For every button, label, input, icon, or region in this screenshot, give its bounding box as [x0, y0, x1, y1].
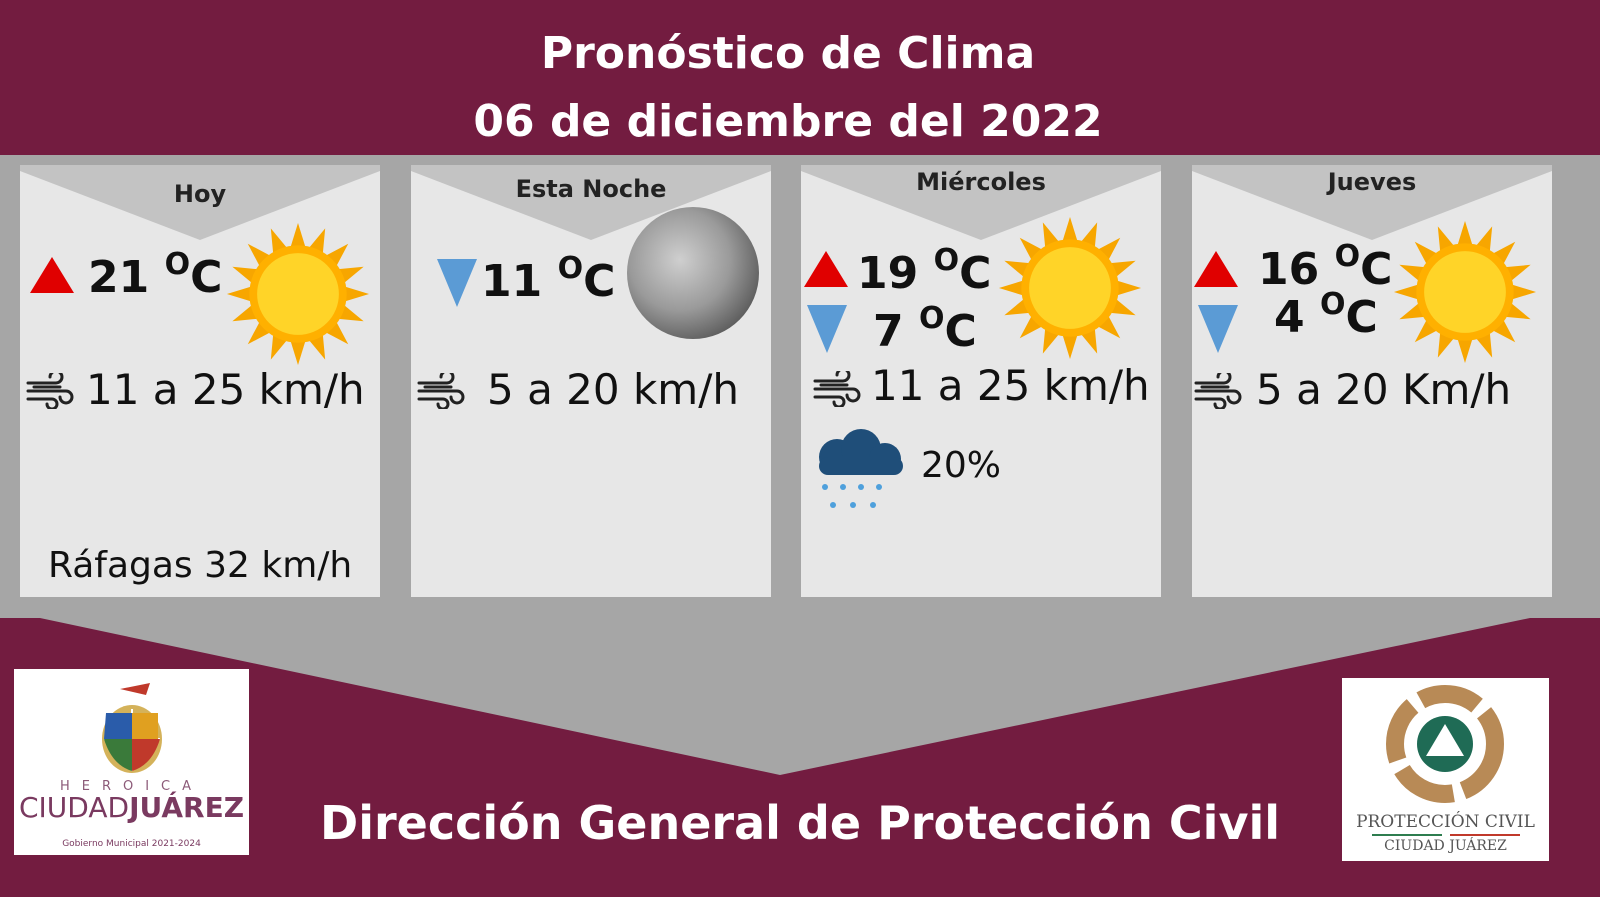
coat-of-arms-icon: [102, 683, 162, 773]
flag-line-red: [1450, 834, 1520, 836]
high-temp-arrow-icon: [1194, 251, 1238, 287]
wind-gusts: Ráfagas 32 km/h: [48, 545, 353, 586]
rain-cloud-icon: [819, 429, 903, 508]
wind-icon: [1194, 373, 1244, 409]
moon-icon: [627, 207, 759, 339]
logo-ciudad-juarez-text: CIUDAD JUÁREZ: [1384, 838, 1507, 854]
rain-probability: 20%: [921, 445, 1002, 486]
high-temp-arrow-icon: [30, 257, 74, 293]
low-temperature: 7 OC: [873, 301, 977, 357]
forecast-card-wednesday: Miércoles 19 OC 7 OC 11 a 25 km/h 20%: [801, 165, 1161, 597]
wind-icon: [26, 373, 76, 409]
day-label: Miércoles: [916, 168, 1046, 196]
card-header-shape: [1192, 165, 1552, 240]
logo-subtitle: Gobierno Municipal 2021-2024: [62, 839, 201, 849]
sun-icon: [997, 215, 1143, 361]
card-header-shape: [801, 165, 1161, 240]
logo-proteccion-civil: PROTECCIÓN CIVIL: [1356, 812, 1535, 832]
sun-icon: [1392, 219, 1538, 365]
wind-speed: 11 a 25 km/h: [86, 365, 365, 414]
logo-heroica: HEROICA: [59, 779, 204, 794]
high-temperature: 21 OC: [88, 247, 223, 303]
proteccion-civil-emblem-icon: [1386, 685, 1504, 803]
forecast-card-tonight: Esta Noche 11 OC 5 a 20 km/h: [411, 165, 771, 597]
day-label: Hoy: [173, 180, 227, 208]
wind-speed: 5 a 20 km/h: [487, 365, 739, 414]
high-temperature: 19 OC: [857, 243, 992, 299]
wind-icon: [417, 373, 467, 409]
flag-line-green: [1372, 834, 1442, 836]
high-temp-arrow-icon: [804, 251, 848, 287]
page-date: 06 de diciembre del 2022: [473, 96, 1103, 147]
day-label: Esta Noche: [515, 175, 667, 203]
footer-title: Dirección General de Protección Civil: [320, 796, 1280, 850]
page-title: Pronóstico de Clima: [540, 28, 1036, 79]
forecast-card-thursday: Jueves 16 OC 4 OC 5 a 20 Km/h: [1192, 165, 1552, 597]
wind-icon: [813, 371, 863, 407]
proteccion-civil-logo: PROTECCIÓN CIVIL CIUDAD JUÁREZ: [1342, 678, 1549, 861]
high-temperature: 16 OC: [1258, 239, 1393, 295]
low-temperature: 4 OC: [1274, 287, 1378, 343]
low-temp-arrow-icon: [807, 305, 847, 353]
wind-speed: 11 a 25 km/h: [871, 361, 1150, 410]
sun-icon: [225, 221, 371, 367]
wind-speed: 5 a 20 Km/h: [1256, 365, 1512, 414]
forecast-card-today: Hoy 21 OC 11 a 25 km/h Ráfagas 32 km/h: [20, 165, 380, 597]
day-label: Jueves: [1327, 168, 1417, 196]
low-temperature: 11 OC: [481, 251, 616, 307]
card-header-shape: [411, 165, 771, 240]
logo-ciudad-juarez: CIUDADJUÁREZ: [18, 791, 245, 824]
card-header-shape: [20, 165, 380, 240]
ciudad-juarez-logo: HEROICA CIUDADJUÁREZ Gobierno Municipal …: [14, 669, 249, 855]
low-temp-arrow-icon: [1198, 305, 1238, 353]
low-temp-arrow-icon: [437, 259, 477, 307]
